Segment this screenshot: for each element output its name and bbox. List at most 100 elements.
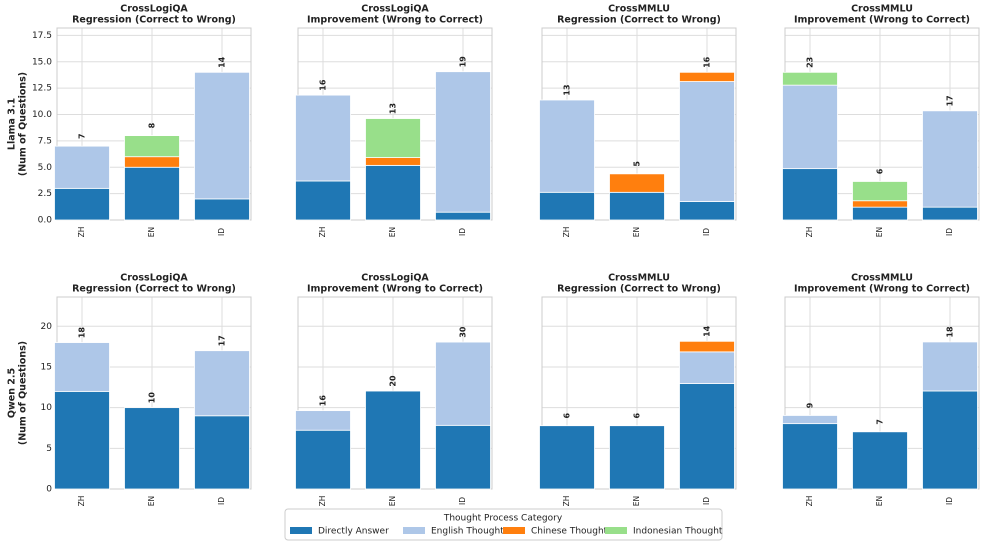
bar-segment [852,181,908,202]
legend-label: Indonesian Thought [633,527,723,537]
bar-segment [435,424,491,490]
value-label: 20 [389,375,398,387]
x-tick-label: EN [632,496,641,506]
x-tick-label: ID [945,228,954,236]
value-label: 17 [218,335,227,346]
bar-segment [365,118,421,158]
bar-segment [54,342,110,392]
bar-segment [679,81,735,202]
legend-label: Chinese Thought [531,527,608,537]
y-tick-label: 0.0 [38,216,53,226]
bar-segment [782,168,838,221]
bar-segment [539,191,595,221]
bar-segment [194,71,250,200]
bar-segment [609,173,665,193]
bar-segment [295,180,351,221]
value-label: 17 [946,95,955,106]
value-label: 6 [563,412,572,418]
panel-title: CrossLogiQA [361,4,429,15]
bar-segment [679,340,735,353]
legend-title: Thought Process Category [443,514,563,524]
y-tick-label: 10 [41,403,53,413]
x-tick-label: EN [147,496,156,506]
y-tick-label: 20 [41,322,53,332]
bar-segment [782,423,838,490]
panel-subtitle: Improvement (Wrong to Correct) [794,15,970,26]
panel-subtitle: Regression (Correct to Wrong) [557,15,721,26]
legend-swatch [605,527,627,534]
value-label: 14 [218,56,227,68]
bar-segment [922,206,978,221]
value-label: 6 [876,168,885,174]
x-tick-label: ZH [805,496,814,507]
x-tick-label: EN [632,227,641,237]
y-axis-label: Llama 3.1 [7,98,18,150]
x-tick-label: ID [458,228,467,236]
bar-segment [124,407,180,490]
x-tick-label: EN [875,496,884,506]
value-label: 23 [806,57,815,68]
panel-subtitle: Regression (Correct to Wrong) [72,284,236,295]
bar-segment [679,383,735,490]
value-label: 5 [633,161,642,167]
bar-segment [54,187,110,221]
y-tick-label: 17.5 [32,31,52,41]
x-tick-label: EN [388,496,397,506]
bar-segment [365,164,421,221]
legend-swatch [403,527,425,534]
y-tick-label: 7.5 [38,136,52,146]
value-label: 9 [806,402,815,408]
bar-segment [435,341,491,426]
bar-segment [54,390,110,490]
value-label: 8 [148,122,157,128]
y-tick-label: 15 [41,362,52,372]
panel-title: CrossMMLU [851,273,913,284]
y-tick-label: 5 [46,444,52,454]
x-tick-label: ZH [318,227,327,238]
bar-segment [365,390,421,490]
x-tick-label: ZH [318,496,327,507]
y-axis-label: Qwen 2.5 [7,368,18,418]
bar-segment [435,71,491,213]
panel-title: CrossLogiQA [120,273,188,284]
bar-segment [922,390,978,490]
panel-title: CrossLogiQA [361,273,429,284]
bar-segment [365,157,421,166]
y-axis-label: (Num of Questions) [18,72,29,176]
x-tick-label: EN [875,227,884,237]
bar-segment [782,71,838,86]
bar-segment [435,211,491,221]
bar-segment [194,350,250,417]
value-label: 7 [78,133,87,139]
legend-swatch [503,527,525,534]
value-label: 16 [703,56,712,68]
x-tick-label: ZH [77,227,86,238]
value-label: 14 [703,325,712,337]
x-tick-label: ZH [562,496,571,507]
y-tick-label: 2.5 [38,189,52,199]
y-tick-label: 5.0 [38,163,53,173]
y-tick-label: 10.0 [32,110,52,120]
x-tick-label: ID [702,228,711,236]
value-label: 30 [459,326,468,338]
legend-label: English Thought [431,527,504,537]
x-tick-label: ZH [77,496,86,507]
bar-segment [852,200,908,208]
x-tick-label: EN [388,227,397,237]
value-label: 13 [563,84,572,95]
bar-segment [295,94,351,182]
bar-segment [782,84,838,170]
x-tick-label: ID [217,228,226,236]
x-tick-label: ZH [562,227,571,238]
bar-segment [609,425,665,490]
x-tick-label: ID [945,497,954,505]
panel-subtitle: Regression (Correct to Wrong) [72,15,236,26]
panel-title: CrossMMLU [608,273,670,284]
bar-segment [922,110,978,208]
